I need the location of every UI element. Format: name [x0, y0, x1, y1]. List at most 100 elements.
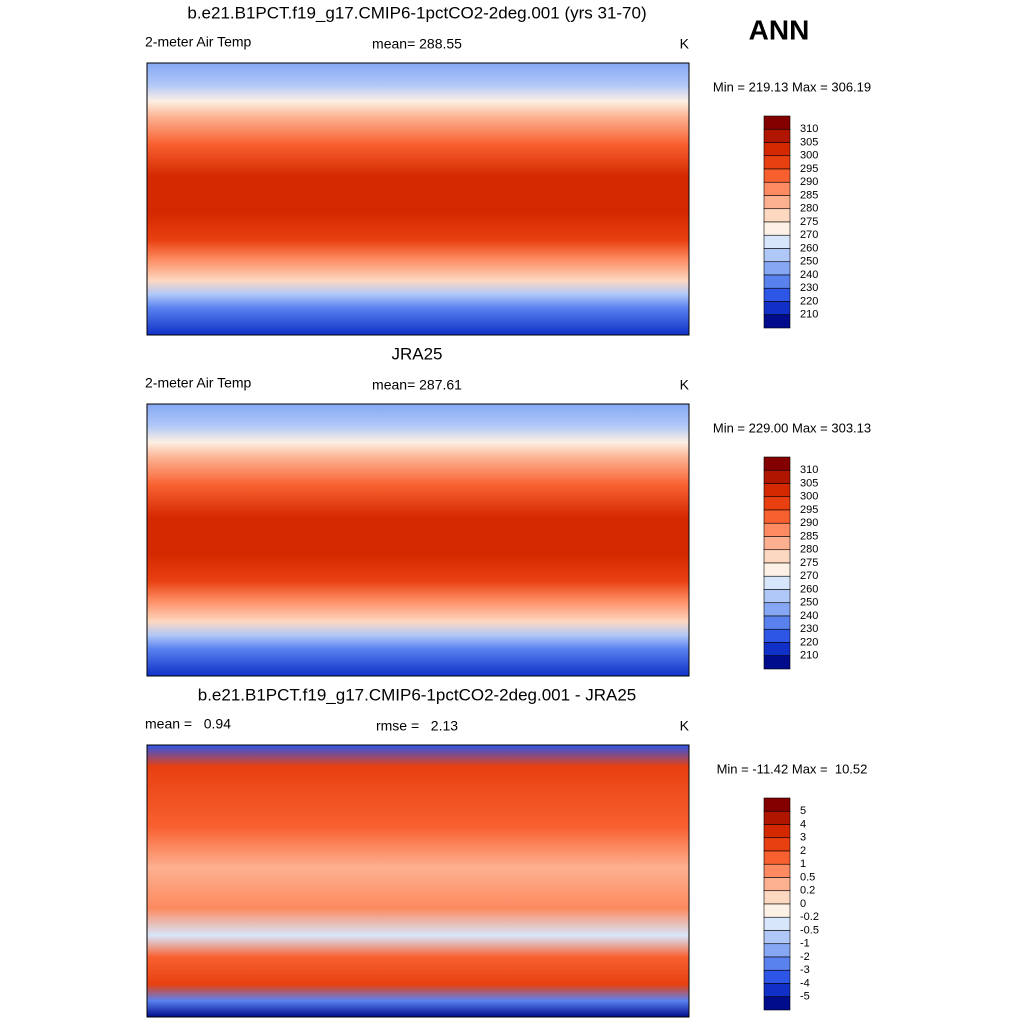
colorbar-box: [763, 221, 791, 236]
colorbar-label: 5: [800, 805, 806, 817]
colorbar-box: [763, 195, 791, 210]
colorbar-label: 295: [800, 163, 818, 175]
left-label: mean = 0.94: [145, 716, 231, 732]
colorbar-box: [763, 824, 791, 839]
colorbar-box: [763, 575, 791, 590]
colorbar-label: 240: [800, 269, 818, 281]
colorbar-label: 4: [800, 818, 806, 830]
colorbar-label: 240: [800, 610, 818, 622]
colorbar-box: [763, 589, 791, 604]
colorbar-box: [763, 208, 791, 223]
colorbar-label: 280: [800, 544, 818, 556]
colorbar-box: [763, 142, 791, 157]
colorbar-box: [763, 863, 791, 878]
colorbar-label: 275: [800, 557, 818, 569]
colorbar-box: [763, 128, 791, 143]
colorbar-label: 230: [800, 623, 818, 635]
colorbar-box: [763, 248, 791, 263]
colorbar-label: 290: [800, 176, 818, 188]
colorbar-box: [763, 234, 791, 249]
colorbar-box: [763, 890, 791, 905]
panel-title: JRA25: [391, 344, 442, 363]
colorbar-box: [763, 115, 791, 130]
units-label: K: [680, 36, 690, 52]
colorbar-box: [763, 983, 791, 998]
colorbar-box: [763, 483, 791, 498]
colorbar-box: [763, 916, 791, 931]
colorbar-box: [763, 274, 791, 289]
colorbar-box: [763, 168, 791, 183]
colorbar-label: 220: [800, 636, 818, 648]
colorbar-label: 1: [800, 858, 806, 870]
colorbar-label: -5: [800, 991, 810, 1003]
colorbar-label: 3: [800, 832, 806, 844]
colorbar-box: [763, 877, 791, 892]
colorbar-label: 260: [800, 242, 818, 254]
colorbar-label: 300: [800, 491, 818, 503]
panel-title: b.e21.B1PCT.f19_g17.CMIP6-1pctCO2-2deg.0…: [198, 685, 636, 704]
colorbar-box: [763, 301, 791, 316]
min-max: Min = 229.00 Max = 303.13: [713, 420, 871, 435]
colorbar-label: 0.5: [800, 871, 815, 883]
colorbar-box: [763, 314, 791, 329]
colorbar-label: 2: [800, 845, 806, 857]
colorbar-label: 275: [800, 216, 818, 228]
colorbar-label: 250: [800, 597, 818, 609]
colorbar-box: [763, 287, 791, 302]
colorbar-box: [763, 469, 791, 484]
colorbar-box: [763, 602, 791, 617]
colorbar-label: -4: [800, 977, 810, 989]
colorbar-label: -2: [800, 951, 810, 963]
left-label: 2-meter Air Temp: [145, 375, 252, 391]
colorbar-label: 285: [800, 530, 818, 542]
colorbar-label: 250: [800, 256, 818, 268]
colorbar-box: [763, 181, 791, 196]
colorbar-label: 310: [800, 123, 818, 135]
center-label: mean= 288.55: [372, 36, 462, 52]
colorbar-label: -0.5: [800, 924, 819, 936]
colorbar-label: 300: [800, 150, 818, 162]
season-label: ANN: [749, 14, 810, 45]
colorbar-label: 295: [800, 504, 818, 516]
center-label: rmse = 2.13: [376, 718, 458, 734]
colorbar-label: 305: [800, 136, 818, 148]
colorbar-box: [763, 837, 791, 852]
colorbar-box: [763, 943, 791, 958]
colorbar-box: [763, 261, 791, 276]
colorbar-box: [763, 536, 791, 551]
colorbar-box: [763, 155, 791, 170]
colorbar-label: 305: [800, 477, 818, 489]
map: [146, 744, 690, 1018]
colorbar-label: 210: [800, 309, 818, 321]
min-max: Min = -11.42 Max = 10.52: [717, 761, 868, 776]
colorbar-label: 310: [800, 464, 818, 476]
colorbar-box: [763, 956, 791, 971]
colorbar-box: [763, 810, 791, 825]
colorbar-label: 270: [800, 570, 818, 582]
colorbar-label: 0: [800, 898, 806, 910]
colorbar-box: [763, 562, 791, 577]
colorbar-label: 285: [800, 189, 818, 201]
colorbar-label: 280: [800, 203, 818, 215]
colorbar-label: 210: [800, 650, 818, 662]
center-label: mean= 287.61: [372, 377, 462, 393]
colorbar-box: [763, 615, 791, 630]
colorbar-box: [763, 628, 791, 643]
units-label: K: [680, 718, 690, 734]
colorbar-label: 260: [800, 583, 818, 595]
colorbar-box: [763, 903, 791, 918]
colorbar-label: 220: [800, 295, 818, 307]
colorbar-box: [763, 969, 791, 984]
units-label: K: [680, 377, 690, 393]
colorbar-box: [763, 522, 791, 537]
panel-title: b.e21.B1PCT.f19_g17.CMIP6-1pctCO2-2deg.0…: [187, 3, 646, 22]
colorbar-label: -3: [800, 964, 810, 976]
colorbar-box: [763, 496, 791, 511]
colorbar-label: 270: [800, 229, 818, 241]
left-label: 2-meter Air Temp: [145, 34, 252, 50]
colorbar-box: [763, 850, 791, 865]
colorbar-box: [763, 996, 791, 1011]
colorbar-box: [763, 549, 791, 564]
map: [146, 403, 690, 677]
